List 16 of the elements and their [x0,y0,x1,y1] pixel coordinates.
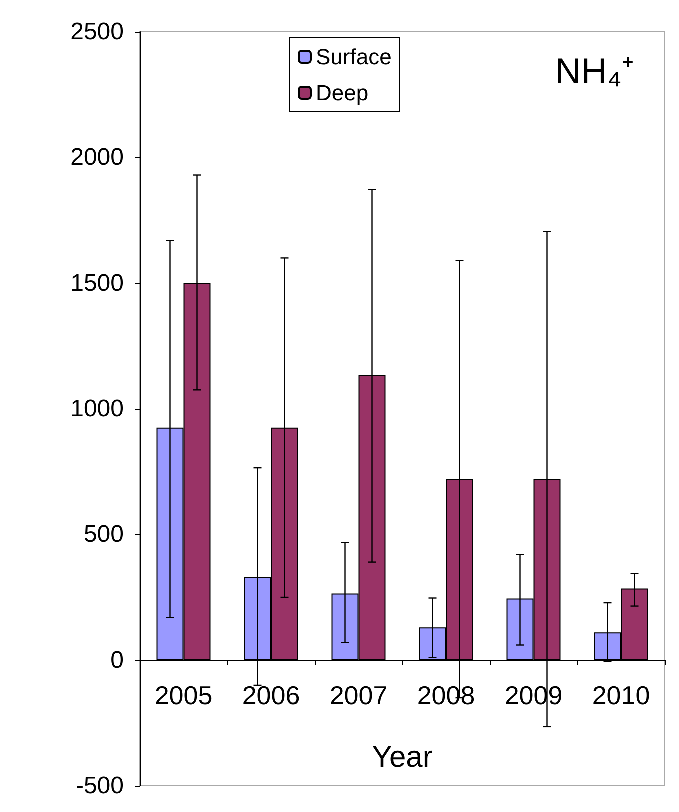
y-tick-label: -500 [76,772,124,800]
x-tick-label: 2008 [417,680,476,710]
y-tick-label: 0 [110,646,124,674]
x-axis-title: Year [372,740,433,774]
text: NH₄⁺ [555,50,634,92]
x-tick-label: 2005 [154,680,213,710]
x-tick-label: 2007 [330,680,388,710]
legend-label: Surface [316,44,392,70]
x-tick-label: 2010 [592,680,650,710]
x-tick-label: 2006 [242,680,300,710]
y-tick-label: 1500 [70,270,124,297]
y-tick-label: 2500 [70,18,124,46]
y-tick-label: 2000 [70,144,124,172]
y-tick-label: 500 [84,521,124,548]
legend-label: Deep [316,80,369,106]
y-tick-label: 1000 [70,396,124,422]
